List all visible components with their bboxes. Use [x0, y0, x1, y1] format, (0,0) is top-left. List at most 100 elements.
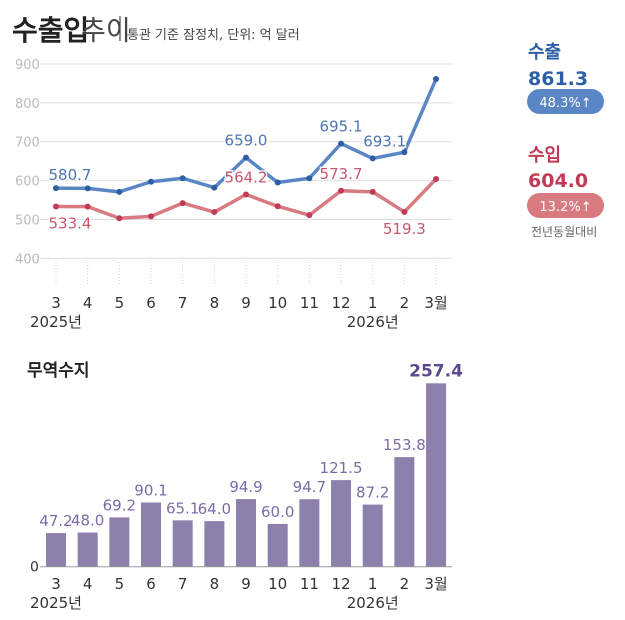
x-tick-label: 4: [83, 294, 93, 312]
bar-value-label: 94.9: [229, 478, 262, 496]
year-label: 2026년: [347, 313, 399, 331]
bar: [204, 521, 225, 567]
data-label: 659.0: [225, 132, 268, 150]
legend-note: 전년동월대비: [531, 225, 597, 239]
data-point: [306, 175, 313, 182]
bar-value-label: 48.0: [71, 511, 104, 529]
data-label: 580.7: [49, 166, 92, 184]
data-point: [274, 203, 281, 210]
bar-value-label: 90.1: [134, 482, 167, 500]
title-light: 추이: [81, 16, 131, 47]
bar: [394, 457, 415, 567]
title: 수출입: [12, 14, 89, 47]
bar-value-label: 64.0: [198, 500, 231, 518]
y-tick-label: 900: [15, 58, 40, 73]
bar-chart-title: 무역수지: [27, 361, 90, 381]
export-change: 48.3%↑: [539, 96, 591, 111]
bar: [109, 517, 130, 567]
data-point: [369, 155, 376, 162]
data-label: 564.2: [225, 168, 268, 186]
bar: [426, 383, 447, 567]
bar: [46, 533, 66, 567]
subtitle: 통관 기준 잠정치, 단위: 억 달러: [127, 28, 300, 43]
bar-value-label: 121.5: [320, 459, 363, 477]
year-label: 2026년: [347, 594, 399, 612]
import-change-pill: [527, 193, 604, 218]
x-tick-label: 3: [51, 294, 61, 312]
data-point: [274, 179, 281, 186]
data-point: [148, 178, 155, 185]
data-point: [243, 191, 250, 198]
import-change: 13.2%↑: [539, 200, 591, 215]
data-point: [401, 208, 408, 215]
x-tick-label: 8: [210, 575, 220, 593]
bar-value-label: 60.0: [261, 503, 294, 521]
x-tick-label: 12: [331, 294, 350, 312]
x-tick-label: 3월: [424, 294, 447, 312]
data-point: [179, 175, 186, 182]
data-point: [148, 213, 155, 220]
x-tick-label: 2: [400, 575, 410, 593]
year-label: 2025년: [30, 313, 82, 331]
data-label: 693.1: [363, 132, 406, 150]
bar-value-label: 257.4: [409, 361, 463, 381]
x-tick-label: 8: [210, 294, 220, 312]
data-label: 695.1: [320, 118, 363, 136]
bar-value-label: 153.8: [383, 436, 426, 454]
x-tick-label: 5: [115, 575, 125, 593]
data-label: 573.7: [320, 165, 363, 183]
y-tick-label: 600: [15, 175, 40, 190]
x-tick-label: 9: [241, 575, 251, 593]
bar: [141, 502, 162, 567]
x-tick-label: 1: [368, 294, 378, 312]
data-point: [243, 154, 250, 161]
bar: [331, 480, 352, 567]
x-tick-label: 10: [268, 294, 287, 312]
x-tick-label: 3월: [424, 575, 447, 593]
x-tick-label: 11: [300, 575, 319, 593]
bar-chart: 47.2 3 48.0 4 69.2 5 90.1 6 65.1 7 64.0 8 94.9 9 60.0 1…: [30, 361, 463, 612]
legend-export-label: 수출: [528, 42, 561, 63]
y-tick-label: 500: [15, 213, 40, 228]
x-tick-label: 12: [331, 575, 350, 593]
x-tick-label: 10: [268, 575, 287, 593]
data-point: [338, 187, 345, 194]
data-point: [179, 200, 186, 207]
bar: [236, 499, 257, 567]
bar: [267, 523, 288, 567]
bar: [299, 499, 320, 567]
x-tick-label: 7: [178, 294, 188, 312]
data-point: [211, 184, 218, 191]
data-point: [338, 140, 345, 147]
data-point: [433, 176, 440, 183]
y-tick-label: 400: [15, 252, 40, 267]
x-tick-label: 11: [300, 294, 319, 312]
data-point: [84, 203, 91, 210]
bar-value-label: 87.2: [356, 484, 389, 502]
year-label: 2025년: [30, 594, 82, 612]
x-tick-label: 9: [241, 294, 251, 312]
data-point: [53, 203, 59, 210]
data-point: [116, 215, 123, 222]
bar: [362, 504, 383, 567]
bar: [77, 532, 98, 567]
data-point: [84, 185, 91, 192]
data-label: 519.3: [383, 220, 426, 238]
data-point: [369, 188, 376, 195]
legend-import-label: 수입: [528, 144, 561, 166]
data-point: [306, 212, 313, 219]
x-tick-label: 7: [178, 575, 188, 593]
bar-value-label: 94.7: [293, 478, 326, 496]
y-tick-label: 0: [30, 560, 39, 576]
data-point: [401, 149, 408, 156]
x-tick-label: 2: [400, 294, 410, 312]
bar-value-label: 47.2: [39, 512, 72, 530]
x-tick-label: 3: [51, 575, 61, 593]
x-tick-label: 6: [146, 575, 156, 593]
bar: [172, 520, 193, 567]
x-tick-label: 4: [83, 575, 93, 593]
legend-export-value: 861.3: [528, 68, 588, 90]
data-label: 533.4: [49, 214, 92, 232]
